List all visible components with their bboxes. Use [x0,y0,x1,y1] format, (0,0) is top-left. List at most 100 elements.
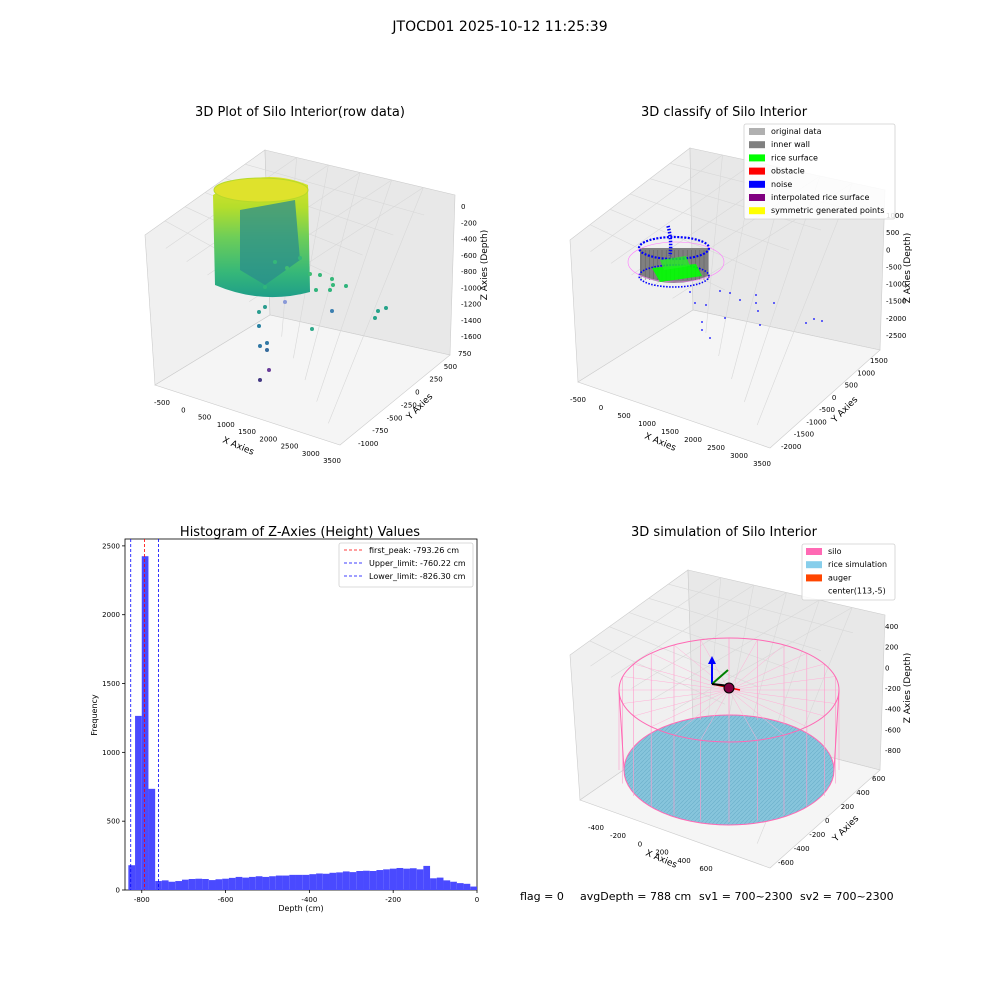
p4-y-tick-0: -600 [778,859,794,867]
histogram-legend-label-1: Upper_limit: -760.22 cm [369,559,466,568]
histogram-bar-50 [463,883,471,890]
p4-y-tick-1: -400 [794,845,810,853]
p4-silo-spoke-23 [728,676,836,691]
p1-point-4 [331,283,335,287]
p4-x-tick-0: -400 [588,824,604,832]
histogram-bar-29 [322,873,330,890]
panel3-legend-box [338,542,474,588]
p1-z-tick-6: -400 [461,236,477,244]
p2-y-tick-2: -1000 [806,418,826,426]
legend-label-3-2: auger [828,573,852,582]
legend-label-1-0: original data [771,127,822,136]
p1-gridline-13 [328,187,424,424]
p1-point-9 [283,300,287,304]
p1-point-0 [285,266,289,270]
p2-noise-point-1 [705,304,707,306]
panel1-xlabel: X Axies [221,436,256,458]
panel2-legend: original data inner wall rice surface obsta… [743,123,896,220]
p4-z-tick-0: -800 [885,747,901,755]
p2-noise-point-14 [813,318,815,320]
p1-x-tick-1: 0 [181,406,185,414]
p1-point-6 [314,288,318,292]
histogram-bar-20 [262,876,270,890]
p1-z-tick-3: -1000 [461,284,481,292]
panel2-rice-patch [660,256,690,270]
histogram-bar-23 [282,875,290,890]
histogram-bar-30 [329,872,337,890]
p4-silo-spoke-16 [673,644,730,691]
panel2-legend-items: original data inner wall rice surface obsta… [749,127,884,215]
p4-silo-spoke-9 [651,689,730,728]
histogram-bar-18 [249,876,256,890]
legend-swatch-1-3 [749,167,765,175]
p4-y-tick-4: 200 [841,803,854,811]
p1-x-tick-7: 3000 [302,450,320,458]
histogram-bar-0 [128,865,136,890]
p2-noise-point-4 [755,294,757,296]
panel1-axes [144,149,456,446]
p4-silo-spoke-20 [728,644,785,691]
histogram-bar-49 [456,883,464,890]
panel1-zlabel: Z Axies (Depth) [480,230,490,301]
p1-y-tick-6: 500 [444,363,457,371]
histogram-bar-8 [181,879,189,890]
p4-y-tick-3: 0 [825,817,829,825]
p4-silo-spoke-13 [622,676,730,691]
p4-silo-spoke-3 [728,689,807,728]
panel3-x-ticks: -800 -600 -400 -200 0 [134,890,479,904]
p2-noise-point-7 [701,321,703,323]
p2-x-tick-7: 3000 [730,452,748,460]
panel-simulation: 3D simulation of Silo Interior -400-2000… [569,525,913,873]
panel1-silo-inner [240,200,300,285]
p2-noise-point-10 [701,329,703,331]
p1-point-17 [310,327,314,331]
histogram-bar-46 [436,877,444,890]
histogram-bar-28 [316,873,323,890]
p2-noise-point-15 [821,320,823,322]
legend-label-3-1: rice simulation [828,560,887,569]
p4-silo-spoke-14 [633,663,730,691]
p2-noise-point-3 [729,292,731,294]
p4-silo-spoke-7 [700,689,730,741]
p1-x-tick-8: 3500 [323,457,341,465]
histogram-bar-26 [302,874,310,890]
p4-silo-spoke-1 [728,689,836,704]
p1-point-12 [257,310,261,314]
legend-swatch-1-2 [749,154,765,162]
panel3-vlines [130,539,159,890]
histogram-bar-13 [215,879,223,890]
p2-noise-point-17 [739,299,741,301]
panel4-ylabel: Y Axies [830,814,861,845]
panel2-noise-column [666,225,673,257]
histogram-bar-24 [289,874,296,890]
p4-y-tick-6: 600 [872,775,885,783]
p4-x-tick-2: 0 [638,840,642,848]
p4-z-tick-4: 0 [885,664,889,672]
p1-point-5 [328,288,332,292]
p1-z-tick-5: -600 [461,252,477,260]
panel4-title: 3D simulation of Silo Interior [631,525,818,540]
p1-point-23 [273,260,277,264]
panel1-silo-cloud [213,177,310,298]
histogram-bar-5 [161,880,169,890]
histogram-bar-6 [168,881,176,890]
p4-z-tick-6: 400 [885,623,898,631]
histogram-bar-15 [228,877,236,890]
p1-point-22 [258,378,262,382]
histogram-bar-21 [269,876,276,890]
p4-x-tick-5: 600 [699,865,712,873]
p1-point-3 [330,277,334,281]
p4-z-tick-2: -400 [885,706,901,714]
p1-point-24 [298,256,302,260]
panel2-y-ticks: -2000 -1500 -1000 -500 0 500 1000 1500 [781,357,888,451]
status-sv2: sv2 = 700~2300 [800,890,894,903]
legend-label-1-5: interpolated rice surface [771,193,869,202]
p1-point-20 [265,348,269,352]
p1-gridline-4 [293,164,329,359]
p2-noise-point-8 [724,317,726,319]
panel3-ylabel: Frequency [90,694,99,736]
p1-z-tick-1: -1400 [461,317,481,325]
